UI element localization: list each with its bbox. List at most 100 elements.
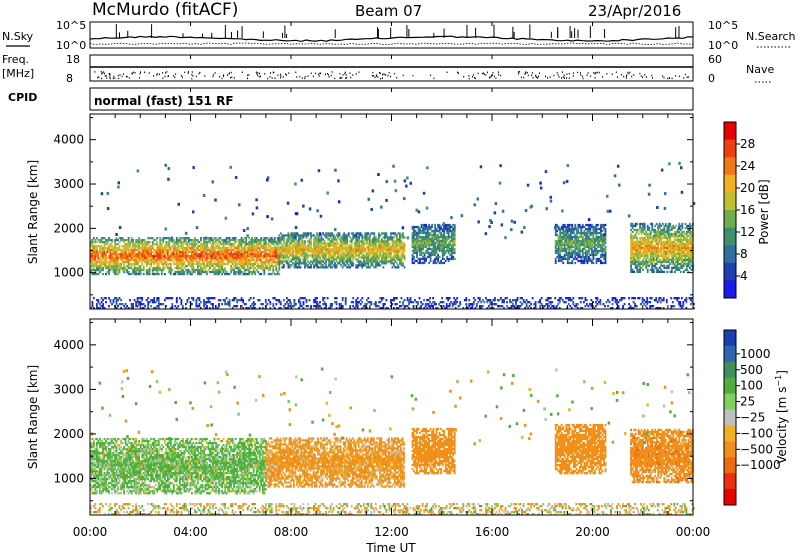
echo-cell xyxy=(332,246,335,249)
echo-cell xyxy=(172,250,175,254)
echo-cell xyxy=(117,260,119,264)
echo-cell xyxy=(679,236,682,240)
nave-mark xyxy=(109,77,111,80)
echo-cell xyxy=(307,244,309,247)
echo-cell xyxy=(239,243,241,246)
echo-cell xyxy=(215,258,217,262)
echo-cell xyxy=(154,268,157,272)
echo-cell xyxy=(660,260,663,263)
echo-cell xyxy=(585,231,587,235)
echo-cell xyxy=(429,251,432,255)
echo-cell xyxy=(384,252,386,255)
echo-cell xyxy=(402,250,404,253)
echo-cell xyxy=(347,266,350,269)
echo-cell xyxy=(422,257,424,261)
echo-cell xyxy=(562,235,565,239)
echo-cell xyxy=(556,255,559,259)
echo-cell xyxy=(416,239,418,243)
echo-cell xyxy=(422,251,424,255)
echo-cell xyxy=(127,245,130,248)
echo-cell xyxy=(136,252,139,256)
echo-cell xyxy=(379,242,382,245)
echo-cell xyxy=(323,242,326,245)
echo-cell xyxy=(156,243,159,246)
echo-cell xyxy=(368,266,371,269)
echo-cell xyxy=(182,252,184,256)
echo-cell xyxy=(603,225,605,229)
echo-cell xyxy=(639,238,641,242)
echo-cell xyxy=(316,246,318,249)
echo-cell xyxy=(97,256,100,260)
echo-cell xyxy=(310,234,312,237)
echo-cell xyxy=(416,245,418,249)
echo-cell xyxy=(631,240,634,244)
echo-cell xyxy=(279,260,282,263)
echo-cell xyxy=(296,256,299,259)
echo-cell xyxy=(183,250,186,254)
echo-cell xyxy=(245,268,248,272)
echo-cell xyxy=(679,246,682,249)
echo-cell xyxy=(660,246,663,249)
echo-cell xyxy=(178,256,181,260)
nave-mark xyxy=(105,75,107,77)
echo-cell xyxy=(218,266,220,270)
echo-cell xyxy=(575,235,578,239)
echo-cell xyxy=(139,241,142,244)
echo-cell xyxy=(123,248,125,252)
echo-cell xyxy=(307,240,309,243)
echo-cell xyxy=(191,250,193,254)
echo-cell xyxy=(329,240,332,243)
echo-cell xyxy=(443,261,446,265)
echo-cell xyxy=(651,236,654,240)
echo-cell xyxy=(258,243,261,246)
echo-cell xyxy=(361,234,364,237)
echo-cell xyxy=(278,260,281,263)
echo-cell xyxy=(313,252,315,255)
echo-cell xyxy=(127,241,130,244)
echo-cell xyxy=(317,266,320,269)
echo-cell xyxy=(255,252,258,256)
echo-cell xyxy=(221,247,223,250)
echo-cell xyxy=(452,235,455,239)
echo-cell xyxy=(292,246,294,249)
echo-cell xyxy=(340,264,342,267)
echo-cell xyxy=(658,230,661,234)
echo-cell xyxy=(252,250,255,254)
echo-cell xyxy=(93,252,95,256)
echo-cell xyxy=(384,240,386,243)
echo-cell xyxy=(340,244,342,247)
echo-cell xyxy=(432,239,435,243)
echo-cell xyxy=(416,247,418,251)
echo-cell xyxy=(559,251,562,255)
echo-cell xyxy=(639,252,641,255)
echo-cell xyxy=(571,259,574,263)
echo-cell xyxy=(210,256,213,260)
echo-cell xyxy=(192,258,195,262)
echo-cell xyxy=(601,237,604,241)
echo-cell xyxy=(368,246,371,249)
echo-cell xyxy=(174,256,177,260)
echo-cell xyxy=(279,256,282,259)
echo-cell xyxy=(661,244,664,247)
echo-cell xyxy=(219,262,222,266)
echo-cell xyxy=(100,241,103,244)
echo-cell xyxy=(557,225,560,229)
echo-cell xyxy=(177,258,180,262)
echo-cell xyxy=(307,254,309,257)
echo-cell xyxy=(651,264,654,267)
echo-cell xyxy=(356,236,359,239)
echo-cell xyxy=(371,246,374,249)
echo-cell xyxy=(559,247,562,251)
echo-cell xyxy=(684,232,687,236)
echo-cell xyxy=(310,236,312,239)
echo-cell xyxy=(293,250,296,253)
echo-cell xyxy=(440,241,442,245)
echo-cell xyxy=(594,253,596,257)
echo-cell xyxy=(571,253,574,257)
echo-cell xyxy=(600,259,602,263)
echo-cell xyxy=(646,260,649,263)
echo-cell xyxy=(191,272,193,276)
echo-cell xyxy=(399,242,401,245)
echo-cell xyxy=(349,236,352,239)
echo-cell xyxy=(236,266,238,270)
